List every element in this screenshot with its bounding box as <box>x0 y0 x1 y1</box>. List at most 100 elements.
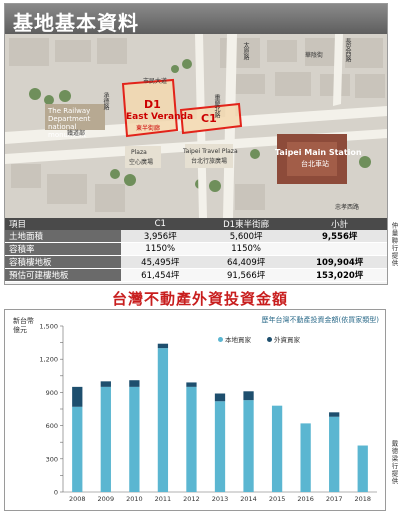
site-info-panel: 基地基本資料 <box>4 3 388 285</box>
table-row: 預估可建樓地板 61,454坪 91,566坪 153,020坪 <box>5 268 387 282</box>
source-credit-bottom: 戴德梁行提供 <box>390 440 398 485</box>
map-label-travel-plaza-zh: 台北行旅廣場 <box>191 158 228 165</box>
x-tick-label: 2017 <box>326 495 343 503</box>
y-tick-label: 900 <box>46 389 58 397</box>
table-cell: 1150% <box>199 242 293 256</box>
x-tick-label: 2014 <box>240 495 257 503</box>
table-row: 容積樓地板 45,495坪 64,409坪 109,904坪 <box>5 255 387 269</box>
table-cell: 64,409坪 <box>199 255 293 269</box>
legend-item-domestic: 本地買家 <box>218 334 251 344</box>
legend-item-foreign: 外資買家 <box>267 334 300 344</box>
map-label-c1: C1 <box>201 112 217 125</box>
map-label-east-veranda: East Veranda <box>126 112 194 122</box>
y-tick-label: 600 <box>46 422 58 430</box>
site-data-table: 項目 C1 D1東半街廊 小計 土地面積 3,956坪 5,600坪 9,556… <box>5 218 387 282</box>
bar-chart: 0 300 600 900 1,200 1,500 2008 2009 2010 2011 2012… <box>39 323 377 503</box>
x-tick-label: 2013 <box>212 495 229 503</box>
bar-foreign-2011 <box>157 343 169 349</box>
table-cell: 45,495坪 <box>120 255 200 269</box>
table-header: 項目 <box>5 218 121 230</box>
bar-domestic-2012 <box>186 386 197 492</box>
table-header: 小計 <box>292 218 387 230</box>
map-label-plaza: Plaza <box>131 149 147 156</box>
table-cell <box>292 242 387 256</box>
x-tick-label: 2010 <box>126 495 143 503</box>
x-tick-label: 2018 <box>354 495 371 503</box>
bar-foreign-2008 <box>72 386 83 407</box>
table-row: 土地面積 3,956坪 5,600坪 9,556坪 <box>5 230 387 243</box>
map-label-main-station-zh: 台北車站 <box>301 160 329 168</box>
bar-domestic-2013 <box>214 401 226 492</box>
map-label-changan: 長安西路 <box>344 38 351 62</box>
bar-domestic-2008 <box>72 406 83 492</box>
table-cell: 5,600坪 <box>199 230 293 243</box>
table-cell: 153,020坪 <box>292 268 387 282</box>
table-cell: 預估可建樓地板 <box>5 268 121 282</box>
x-tick-label: 2011 <box>155 495 172 503</box>
map-label-railway-dept: The Railway Department national monument <box>48 107 91 139</box>
table-cell: 109,904坪 <box>292 255 387 269</box>
bar-foreign-2014 <box>243 391 254 401</box>
bar-domestic-2015 <box>271 405 283 492</box>
bar-foreign-2010 <box>129 380 140 387</box>
table-cell: 容積率 <box>5 242 121 256</box>
y-tick-label: 1,200 <box>39 356 58 364</box>
x-tick-label: 2008 <box>69 495 86 503</box>
bar-domestic-2011 <box>157 348 169 492</box>
site-map: 市民大道 承德路 太原路 華陰街 長安西路 D1 East Veranda 東半… <box>5 34 387 218</box>
bar-domestic-2016 <box>300 423 311 492</box>
table-cell: 61,454坪 <box>120 268 200 282</box>
legend-swatch-foreign <box>267 336 272 342</box>
table-cell: 1150% <box>120 242 200 256</box>
y-unit-line-2: 億元 <box>13 326 27 334</box>
table-header: C1 <box>120 218 200 230</box>
table-header: D1東半街廊 <box>199 218 293 230</box>
map-label-plaza-zh: 空心廣場 <box>129 159 154 166</box>
map-label-minsheng: 市民大道 <box>143 78 168 85</box>
table-cell: 9,556坪 <box>292 230 387 243</box>
legend-label-foreign: 外資買家 <box>274 336 300 344</box>
map-label-d1: D1 <box>144 98 161 111</box>
table-cell: 3,956坪 <box>120 230 200 243</box>
y-tick-label: 300 <box>46 455 58 463</box>
map-label-taiyuan: 太原路 <box>242 42 249 60</box>
page-title: 基地基本資料 <box>13 11 139 35</box>
legend-swatch-domestic <box>218 336 223 342</box>
site-map-graphic <box>5 34 387 218</box>
map-label-zhongxiao: 忠孝西路 <box>335 204 360 211</box>
table-cell: 土地面積 <box>5 230 121 243</box>
x-tick-label: 2015 <box>269 495 286 503</box>
map-label-chengde: 承德路 <box>102 92 109 110</box>
map-label-main-station: Taipei Main Station <box>275 148 362 157</box>
bar-foreign-2017 <box>329 412 340 417</box>
x-tick-label: 2009 <box>98 495 115 503</box>
bar-domestic-2017 <box>329 416 340 492</box>
y-tick-label: 0 <box>54 489 58 497</box>
map-label-railway-dept-zh: 鐵道部 <box>67 130 86 137</box>
chart-title: 歷年台灣不動產投資金額(依買家類型) <box>261 316 379 324</box>
y-unit-line-1: 新台幣 <box>13 317 34 325</box>
table-cell: 容積樓地板 <box>5 255 121 269</box>
x-tick-label: 2012 <box>183 495 200 503</box>
table-row: 容積率 1150% 1150% <box>5 242 387 256</box>
chart-panel: 新台幣 億元 歷年台灣不動產投資金額(依買家類型) 本地買家 外資買家 0 300… <box>4 309 386 511</box>
chart-headline: 台灣不動產外資投資金額 <box>111 290 288 308</box>
map-label-travel-plaza: Taipei Travel Plaza <box>183 148 238 155</box>
y-tick-label: 1,500 <box>39 323 58 331</box>
map-label-huayin: 華陰街 <box>305 52 324 59</box>
map-label-chongqing: 重慶北路 <box>213 94 220 118</box>
bar-domestic-2010 <box>129 386 140 492</box>
table-cell: 91,566坪 <box>199 268 293 282</box>
source-credit-top: 仲量聯行提供 <box>390 222 398 267</box>
bar-domestic-2009 <box>100 386 111 492</box>
site-info-banner: 基地基本資料 <box>5 4 387 35</box>
map-label-east-veranda-zh: 東半街廊 <box>136 125 161 132</box>
y-unit-label: 新台幣 億元 <box>13 317 34 335</box>
bar-domestic-2014 <box>243 400 254 492</box>
table-header-row: 項目 C1 D1東半街廊 小計 <box>5 218 387 230</box>
bar-foreign-2009 <box>100 381 111 387</box>
bar-foreign-2013 <box>214 393 226 402</box>
bar-domestic-2018 <box>357 445 368 492</box>
legend-label-domestic: 本地買家 <box>225 336 251 344</box>
bar-foreign-2012 <box>186 382 197 387</box>
